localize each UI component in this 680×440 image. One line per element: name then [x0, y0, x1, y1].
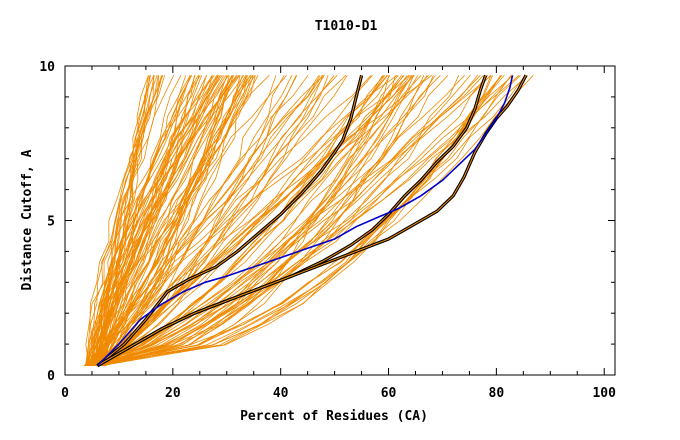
model-curve [90, 75, 256, 367]
x-tick-label: 40 [273, 386, 289, 401]
model-curve [97, 75, 329, 367]
model-curve [103, 75, 415, 367]
model-curve [95, 75, 247, 366]
x-tick-label: 0 [61, 386, 69, 401]
model-curve [100, 75, 408, 367]
highlight-series-group [96, 74, 528, 368]
y-tick-label: 0 [47, 369, 55, 384]
model-curve [89, 75, 149, 366]
model-curve [97, 75, 489, 367]
model-curve [102, 75, 277, 366]
model-curve [94, 75, 373, 367]
model-curves-group [83, 74, 534, 367]
x-axis-label: Percent of Residues (CA) [240, 409, 428, 424]
model-curve [98, 75, 234, 366]
model-curve [85, 75, 254, 366]
model-curve [88, 75, 288, 366]
model-curve [95, 75, 213, 366]
x-axis-ticks: 0 20 40 60 80 100 [61, 66, 616, 401]
model-curve [86, 75, 237, 366]
model-curve [100, 74, 520, 367]
model-curve [92, 75, 221, 366]
model-curve [85, 75, 200, 366]
y-axis-label: Distance Cutoff, A [20, 149, 35, 290]
model-curve [94, 75, 414, 367]
model-curve [99, 75, 192, 366]
model-curve [100, 75, 503, 367]
model-curve [101, 75, 196, 366]
model-curve [90, 75, 229, 366]
model-curve [97, 75, 233, 366]
model-curve [87, 75, 335, 367]
x-tick-label: 80 [489, 386, 505, 401]
model-curve [93, 75, 150, 366]
model-curve [96, 75, 234, 366]
model-curve [103, 75, 481, 367]
model-curve [85, 75, 338, 366]
model-curve [101, 75, 434, 367]
model-curve [101, 75, 230, 366]
model-curve [100, 75, 325, 367]
x-tick-label: 100 [592, 386, 616, 401]
model-curve [91, 75, 254, 366]
model-curve [99, 75, 256, 367]
model-curve [86, 75, 165, 366]
y-axis-ticks: 0 5 10 [39, 60, 615, 384]
model-curve [96, 75, 175, 366]
x-tick-label: 60 [381, 386, 397, 401]
reference-line [96, 75, 514, 367]
model-curve [96, 75, 502, 367]
model-curve [101, 75, 415, 367]
model-curve [87, 75, 403, 367]
model-1-core [97, 75, 363, 367]
model-curve [101, 75, 465, 367]
model-curve [103, 75, 215, 366]
model-curve [87, 75, 298, 367]
model-curve [90, 75, 309, 366]
model-curve [98, 75, 199, 366]
x-tick-label: 20 [165, 386, 181, 401]
model-curve [88, 75, 207, 366]
model-curve [95, 75, 390, 367]
model-curve [101, 75, 248, 366]
model-curve [91, 75, 491, 367]
model-curve [92, 75, 228, 367]
model-curve [102, 75, 534, 367]
model-curve [93, 75, 218, 366]
model-curve [89, 75, 521, 367]
y-tick-label: 10 [39, 60, 55, 75]
model-curve [84, 75, 270, 366]
y-tick-label: 5 [47, 215, 55, 230]
model-curve [97, 75, 512, 367]
chart-title: T1010-D1 [315, 19, 378, 34]
model-curve [96, 75, 449, 367]
